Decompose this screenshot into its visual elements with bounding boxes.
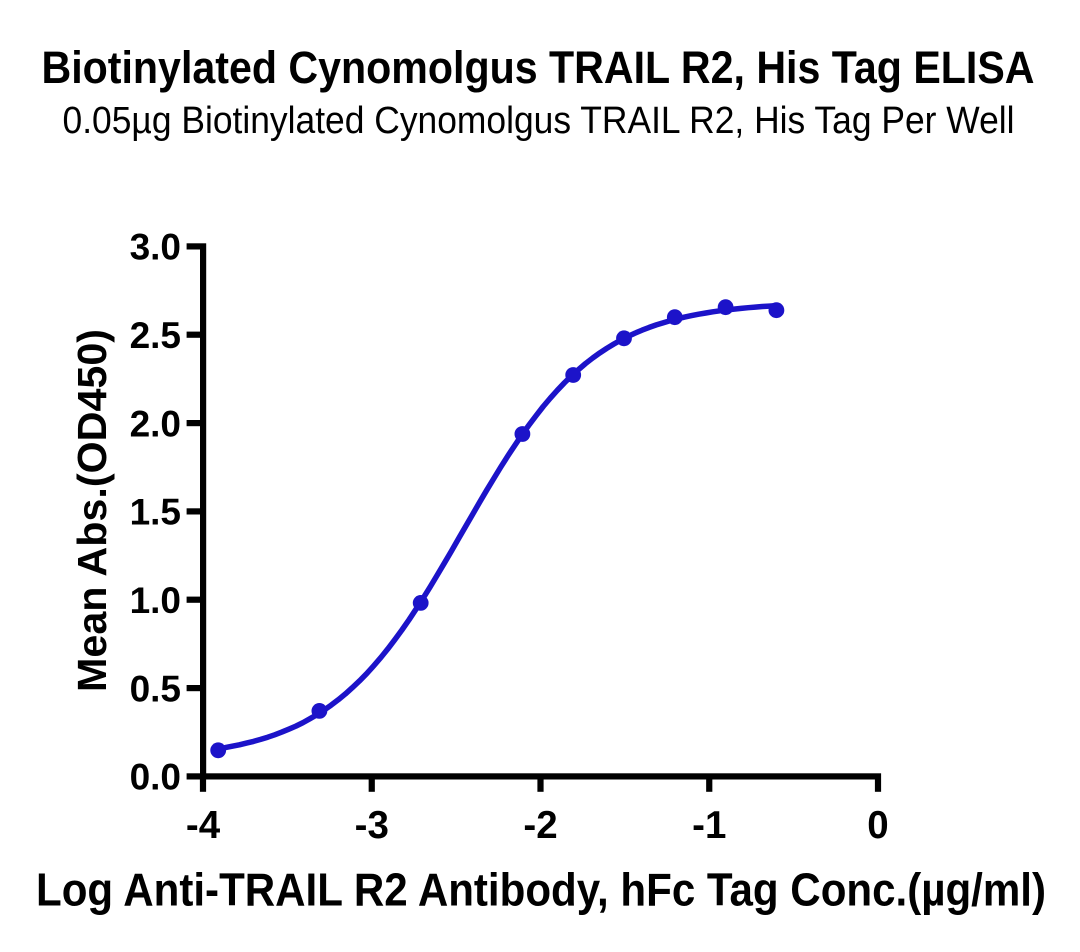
svg-text:0.5: 0.5 xyxy=(130,668,181,709)
svg-text:-3: -3 xyxy=(355,804,389,847)
svg-text:-2: -2 xyxy=(523,804,557,847)
svg-text:0: 0 xyxy=(867,804,888,847)
svg-text:0.05µg Biotinylated Cynomolgus: 0.05µg Biotinylated Cynomolgus TRAIL R2,… xyxy=(63,100,1015,142)
svg-text:2.0: 2.0 xyxy=(130,403,181,444)
svg-text:Mean Abs.(OD450): Mean Abs.(OD450) xyxy=(69,329,115,692)
svg-text:-4: -4 xyxy=(186,804,221,847)
svg-text:0.0: 0.0 xyxy=(130,757,181,798)
svg-text:1.5: 1.5 xyxy=(130,492,181,533)
svg-text:-1: -1 xyxy=(692,804,726,847)
svg-text:Log Anti-TRAIL R2 Antibody, hF: Log Anti-TRAIL R2 Antibody, hFc Tag Conc… xyxy=(36,864,1046,916)
svg-text:2.5: 2.5 xyxy=(130,315,181,356)
svg-text:1.0: 1.0 xyxy=(130,580,181,621)
svg-text:3.0: 3.0 xyxy=(130,227,181,268)
svg-text:Biotinylated Cynomolgus TRAIL: Biotinylated Cynomolgus TRAIL R2, His Ta… xyxy=(42,42,1035,93)
